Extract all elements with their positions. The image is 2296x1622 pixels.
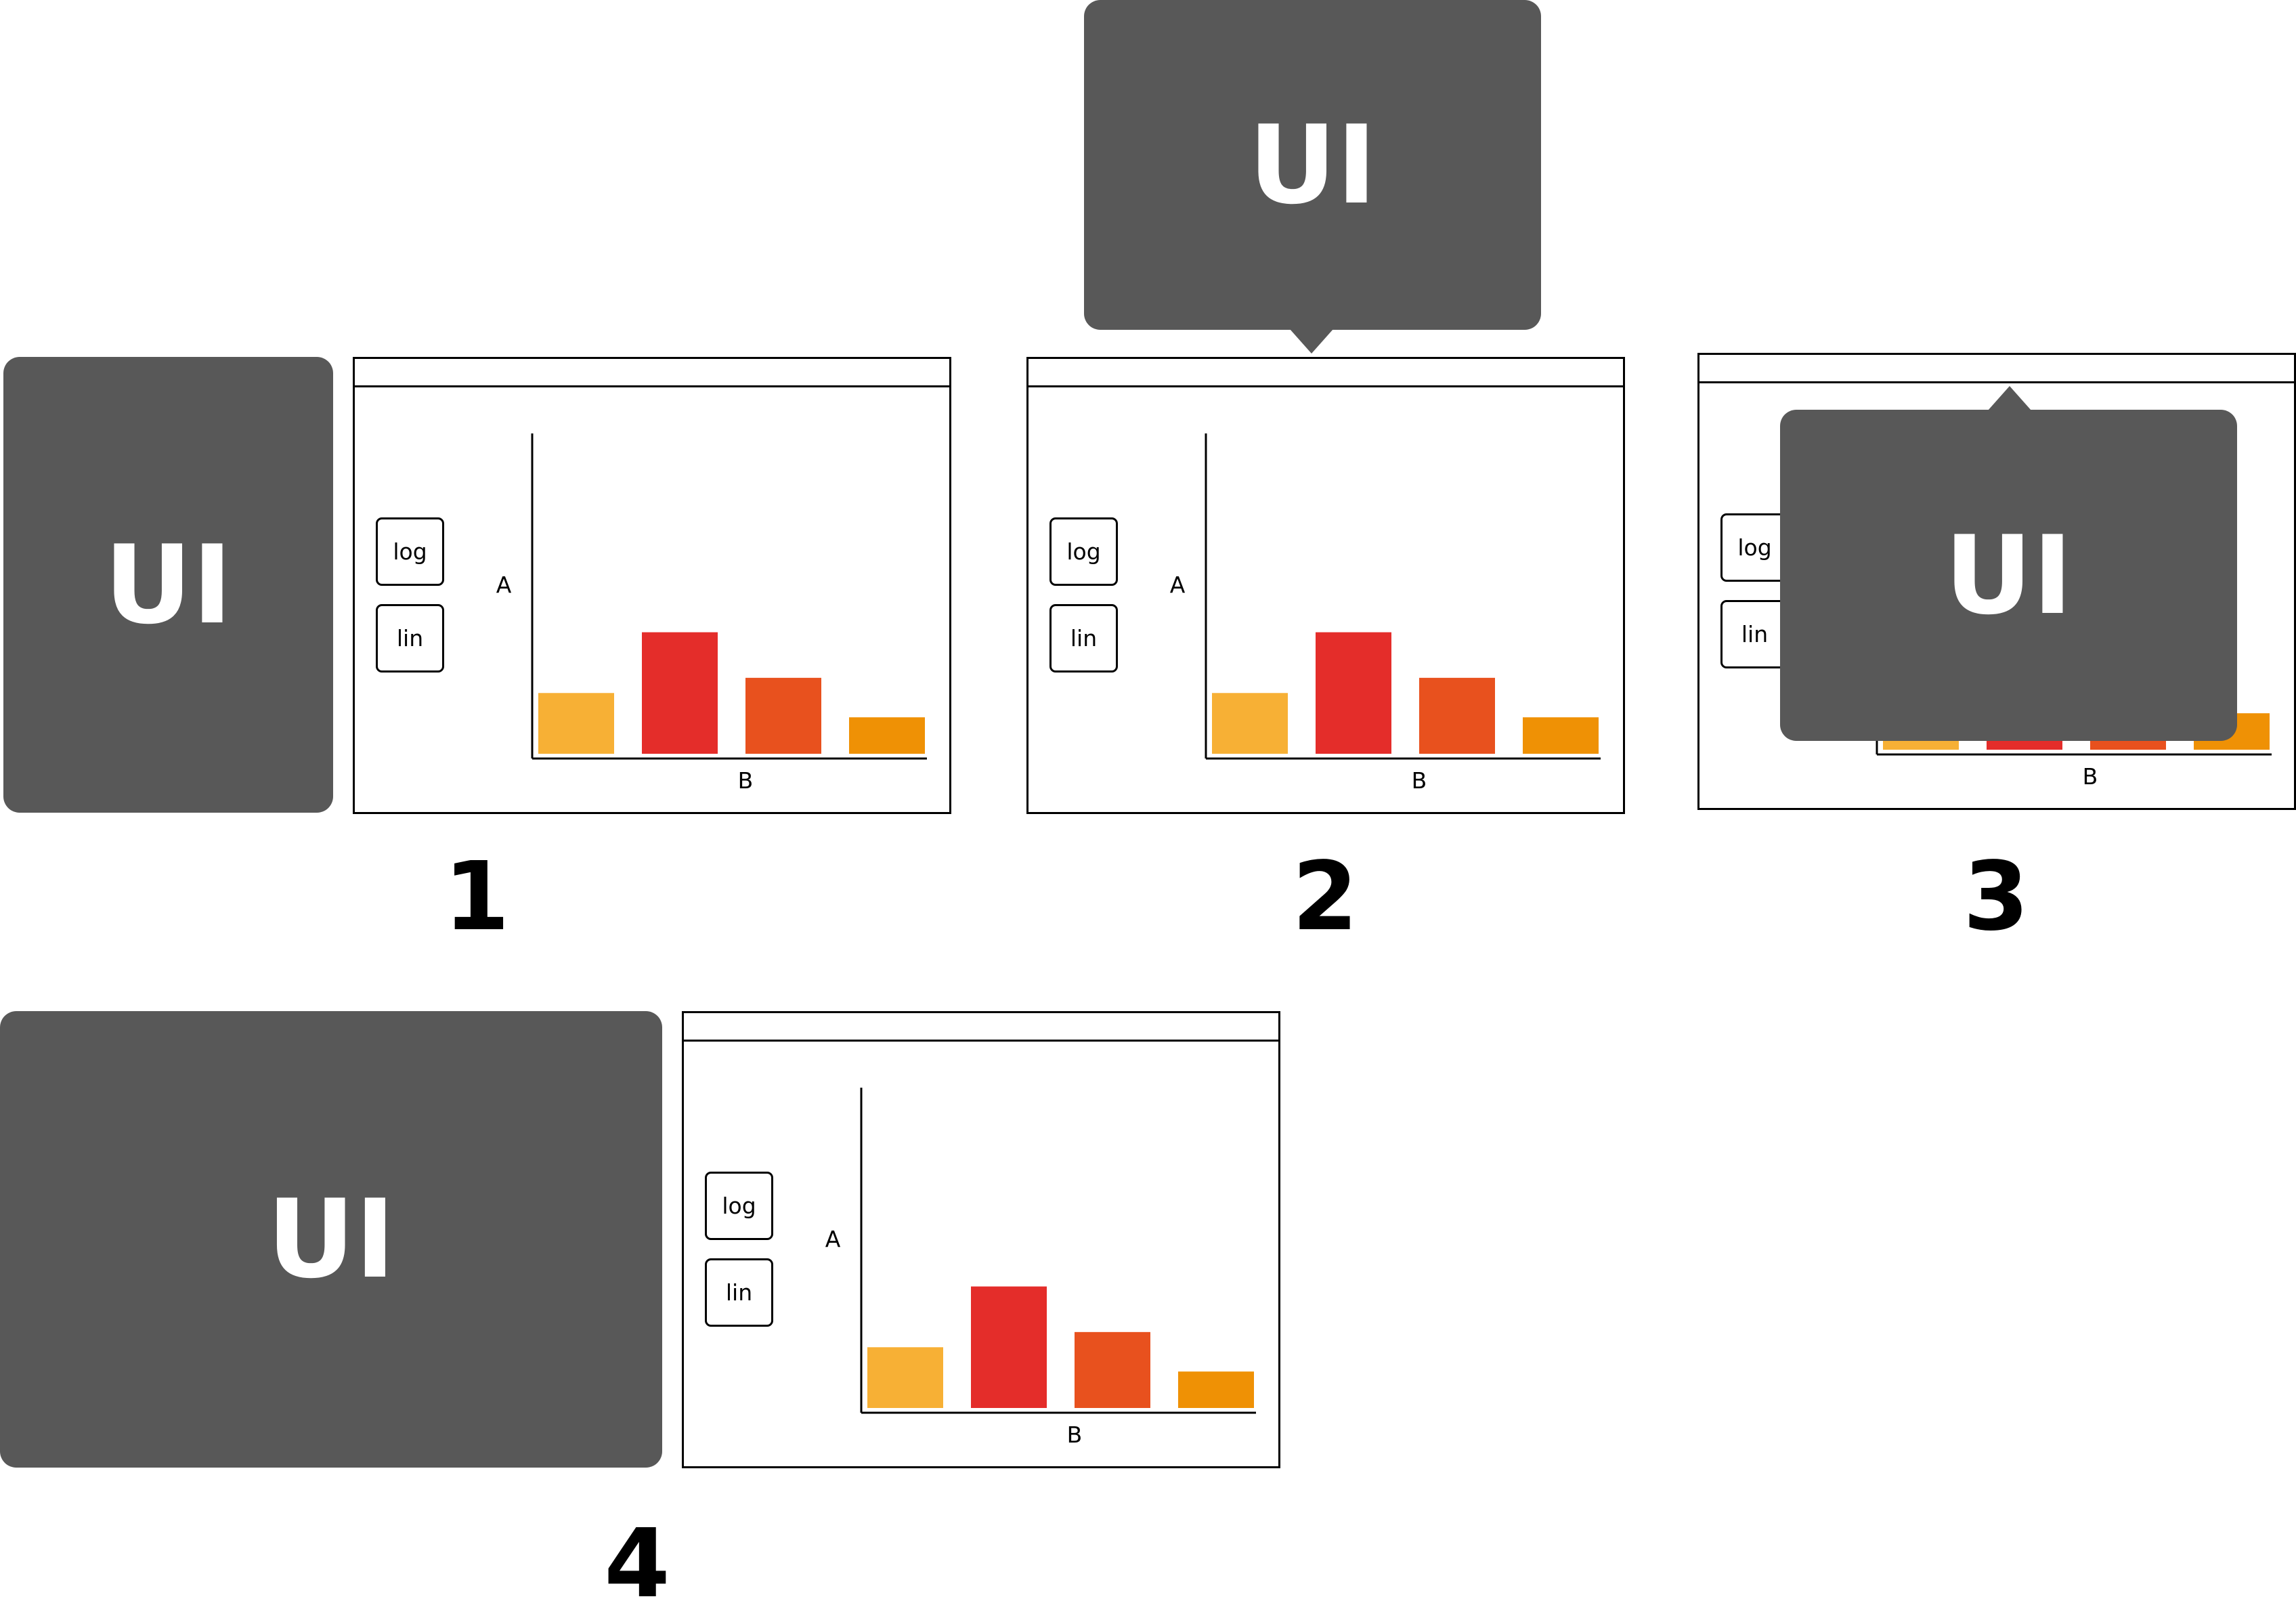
ui-panel-4: UI: [0, 1011, 662, 1468]
callout-pointer-up: [1988, 386, 2031, 410]
bar-1: [867, 1347, 943, 1408]
x-axis-label: B: [738, 767, 754, 794]
lin-button[interactable]: lin: [376, 604, 444, 673]
bar-3: [1419, 677, 1495, 754]
bar-3: [745, 677, 821, 754]
y-axis-label: A: [1170, 572, 1186, 598]
bar-chart-1: AB: [496, 433, 927, 794]
window-title-bar: [355, 359, 949, 387]
bar-chart-2: AB: [1170, 433, 1601, 794]
step-number-2: 2: [1292, 842, 1358, 952]
ui-panel-3: UI: [1780, 410, 2237, 741]
ui-label: UI: [1944, 511, 2073, 639]
ui-label: UI: [267, 1176, 395, 1302]
bar-4: [849, 717, 925, 754]
y-axis-label: A: [496, 572, 512, 598]
bar-2: [971, 1286, 1047, 1408]
bar-chart-4: AB: [825, 1088, 1256, 1448]
bar-1: [1212, 693, 1288, 754]
step-number-1: 1: [443, 842, 510, 952]
x-axis-label: B: [1067, 1422, 1083, 1448]
step-number-3: 3: [1963, 842, 2029, 952]
bar-2: [1316, 632, 1391, 754]
log-button[interactable]: log: [1720, 513, 1789, 582]
lin-button[interactable]: lin: [1049, 604, 1118, 673]
bar-2: [642, 632, 718, 754]
ui-label: UI: [1248, 101, 1377, 228]
step-number-4: 4: [604, 1509, 670, 1619]
log-button[interactable]: log: [376, 517, 444, 586]
bar-3: [1075, 1331, 1150, 1408]
ui-label: UI: [104, 521, 233, 648]
callout-pointer-down: [1290, 329, 1333, 354]
x-axis-label: B: [1412, 767, 1427, 794]
log-button[interactable]: log: [1049, 517, 1118, 586]
log-button[interactable]: log: [705, 1172, 773, 1240]
y-axis-label: A: [825, 1226, 841, 1252]
x-axis-label: B: [2083, 763, 2098, 790]
window-title-bar: [684, 1013, 1278, 1042]
ui-panel-2: UI: [1084, 0, 1541, 330]
window-title-bar: [1028, 359, 1623, 387]
bar-1: [538, 693, 614, 754]
ui-panel-1: UI: [3, 357, 333, 813]
bar-4: [1523, 717, 1599, 754]
lin-button[interactable]: lin: [705, 1258, 773, 1327]
window-title-bar: [1699, 355, 2294, 383]
bar-4: [1178, 1371, 1254, 1408]
